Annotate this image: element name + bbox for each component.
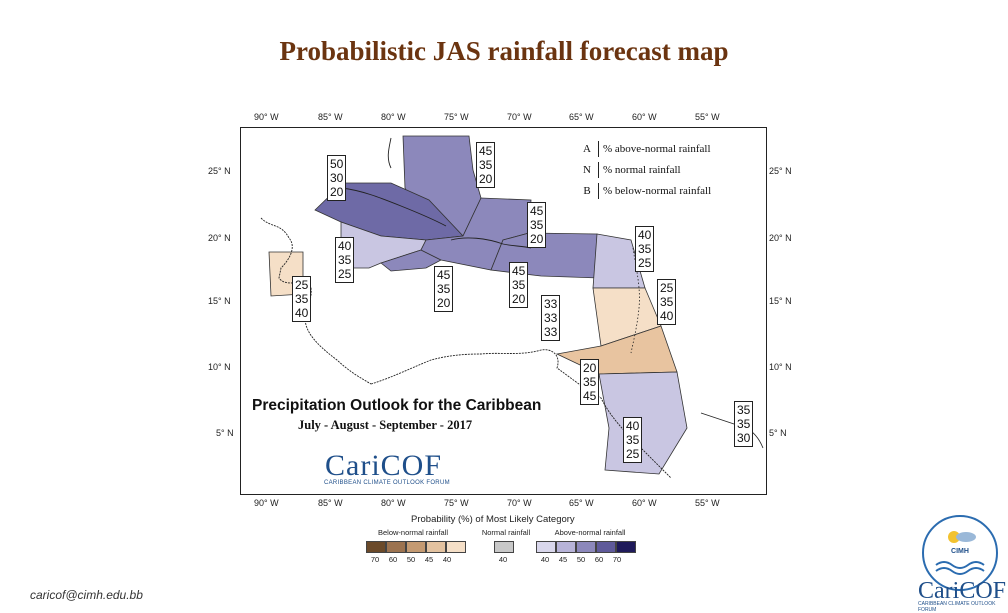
scale-swatch — [446, 541, 466, 553]
prob-box-hispaniola: 45 35 20 — [509, 262, 529, 308]
scale-value: 50 — [576, 555, 586, 564]
lon-label: 55° W — [695, 112, 720, 122]
caricof-logo: CariCOF — [325, 449, 443, 482]
lat-label: 15° N — [208, 296, 231, 306]
scale-swatch — [426, 541, 446, 553]
outlook-title: Precipitation Outlook for the Caribbean — [252, 397, 542, 414]
contact-email[interactable]: caricof@cimh.edu.bb — [30, 588, 143, 602]
coastline — [700, 412, 764, 449]
scale-value: 70 — [370, 555, 380, 564]
scale-value: 50 — [406, 555, 416, 564]
region-guyana — [598, 371, 688, 475]
lon-label: 75° W — [444, 112, 469, 122]
prob-box-n-leewards: 40 35 25 — [635, 226, 655, 272]
lon-label: 60° W — [632, 112, 657, 122]
prob-box-cuba: 50 30 20 — [327, 155, 347, 201]
outlook-months: July - August - September - 2017 — [298, 418, 473, 432]
scale-value: 45 — [558, 555, 568, 564]
lon-label: 65° W — [569, 112, 594, 122]
caricof-footer-logo-subtitle: CARIBBEAN CLIMATE OUTLOOK FORUM — [918, 601, 996, 613]
scale-value: 60 — [594, 555, 604, 564]
prob-box-windwards: 25 35 40 — [657, 279, 677, 325]
lat-label: 20° N — [208, 233, 231, 243]
region-jamaica — [380, 249, 442, 272]
legend-row: B% below-normal rainfall — [583, 182, 712, 199]
scale-value: 45 — [424, 555, 434, 564]
scale-value: 70 — [612, 555, 622, 564]
scale-value: 60 — [388, 555, 398, 564]
scale-normal-label: Normal rainfall — [481, 528, 531, 537]
lat-label: 5° N — [769, 428, 787, 438]
lon-label: 70° W — [507, 498, 532, 508]
lon-label: 65° W — [569, 498, 594, 508]
scale-below-label: Below-normal rainfall — [377, 528, 449, 537]
scale-swatch — [616, 541, 636, 553]
scale-value: 40 — [442, 555, 452, 564]
caricof-logo-subtitle: CARIBBEAN CLIMATE OUTLOOK FORUM — [324, 480, 450, 486]
legend-row: N% normal rainfall — [583, 161, 681, 178]
lat-label: 25° N — [208, 166, 231, 176]
lat-label: 5° N — [216, 428, 234, 438]
scale-below-values: 70 60 50 45 40 — [366, 555, 456, 564]
scale-value: 40 — [498, 555, 508, 564]
cimh-logo: CIMH — [922, 515, 998, 591]
lat-label: 10° N — [208, 362, 231, 372]
lon-label: 75° W — [444, 498, 469, 508]
lon-label: 90° W — [254, 112, 279, 122]
cimh-label: CIMH — [951, 548, 969, 555]
lat-label: 15° N — [769, 296, 792, 306]
cimh-emblem-icon — [935, 531, 985, 575]
scale-swatch — [576, 541, 596, 553]
prob-box-caymans: 40 35 25 — [335, 237, 355, 283]
prob-box-belize: 25 35 40 — [292, 276, 312, 322]
prob-box-french-guiana: 35 35 30 — [734, 401, 754, 447]
scale-title: Probability (%) of Most Likely Category — [411, 514, 575, 525]
scale-swatch — [406, 541, 426, 553]
lon-label: 85° W — [318, 112, 343, 122]
lon-label: 90° W — [254, 498, 279, 508]
lon-label: 85° W — [318, 498, 343, 508]
prob-box-guyana: 40 35 25 — [623, 417, 643, 463]
scale-swatch — [366, 541, 386, 553]
prob-box-turks-caicos: 45 35 20 — [527, 202, 547, 248]
scale-below-swatches — [366, 541, 466, 553]
lat-label: 25° N — [769, 166, 792, 176]
scale-swatch — [386, 541, 406, 553]
scale-normal-values: 40 — [494, 555, 512, 564]
prob-box-bahamas: 45 35 20 — [476, 142, 496, 188]
legend-row: A% above-normal rainfall — [583, 140, 711, 157]
prob-box-central: 33 33 33 — [541, 295, 561, 341]
lon-label: 55° W — [695, 498, 720, 508]
scale-swatch — [596, 541, 616, 553]
scale-swatch — [536, 541, 556, 553]
scale-normal-swatches — [494, 541, 514, 553]
page-title: Probabilistic JAS rainfall forecast map — [279, 36, 729, 66]
lon-label: 80° W — [381, 112, 406, 122]
lon-label: 60° W — [632, 498, 657, 508]
coastline — [340, 137, 447, 227]
lon-label: 80° W — [381, 498, 406, 508]
scale-above-swatches — [536, 541, 636, 553]
lat-label: 20° N — [769, 233, 792, 243]
scale-above-label: Above-normal rainfall — [554, 528, 626, 537]
prob-box-trinidad: 20 35 45 — [580, 359, 600, 405]
scale-swatch — [556, 541, 576, 553]
scale-value: 40 — [540, 555, 550, 564]
caricof-footer-logo: CariCOF — [918, 578, 1007, 604]
lat-label: 10° N — [769, 362, 792, 372]
scale-swatch — [494, 541, 514, 553]
lon-label: 70° W — [507, 112, 532, 122]
map-legend: A% above-normal rainfall N% normal rainf… — [580, 138, 755, 201]
scale-above-values: 40 45 50 60 70 — [536, 555, 626, 564]
prob-box-jamaica: 45 35 20 — [434, 266, 454, 312]
coastline — [450, 237, 532, 249]
